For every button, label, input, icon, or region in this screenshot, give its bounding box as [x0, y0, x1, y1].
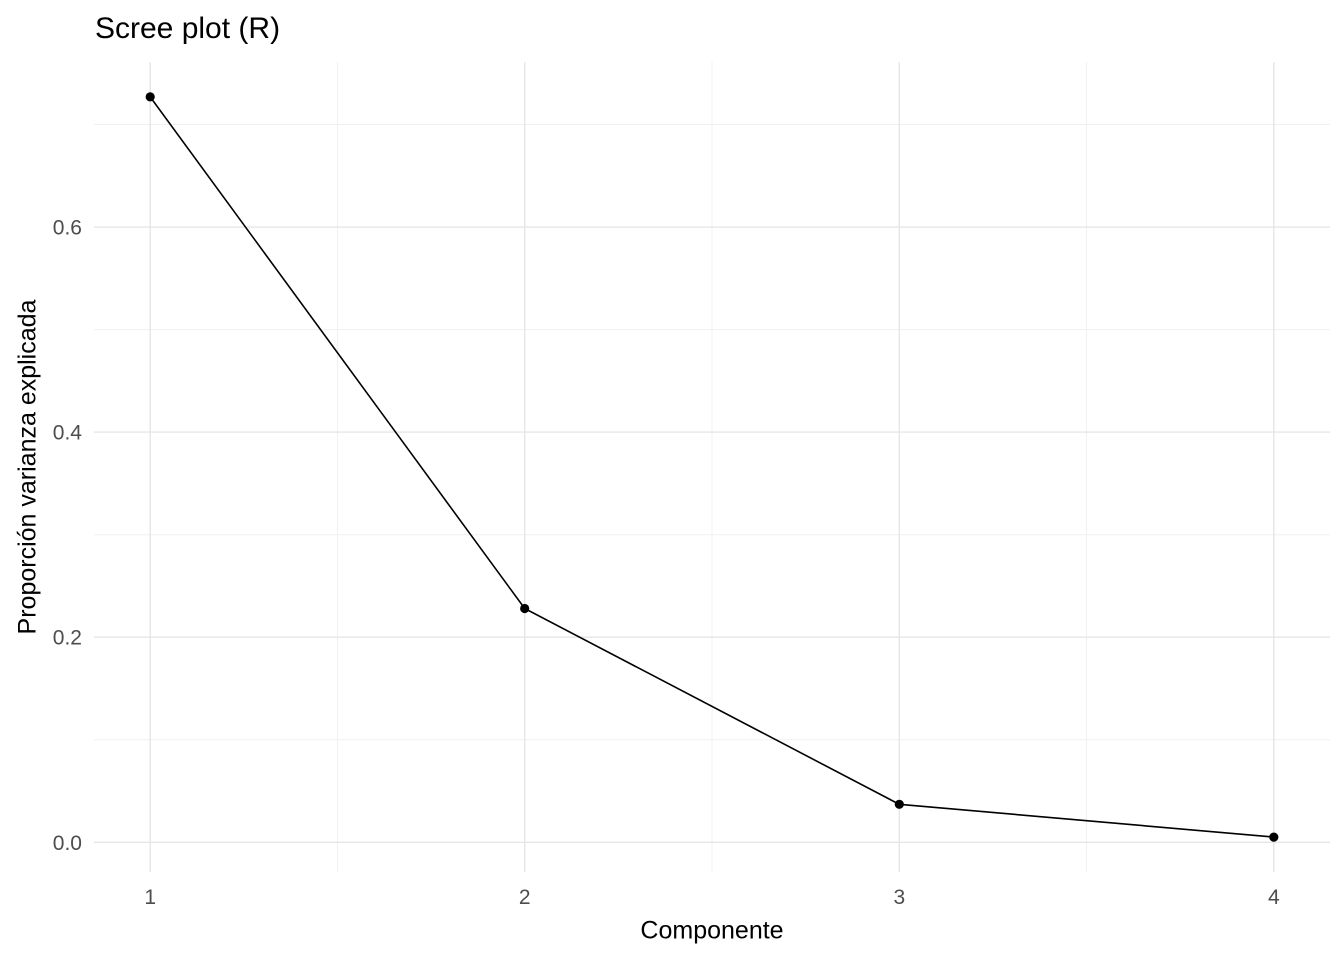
y-tick-label: 0.4	[53, 422, 83, 445]
y-axis-title: Proporción varianza explicada	[13, 299, 42, 635]
data-point	[145, 92, 155, 102]
x-tick-label: 3	[893, 886, 905, 909]
scree-line	[149, 96, 1274, 838]
y-tick-label: 0.2	[53, 627, 82, 650]
x-tick-label: 4	[1268, 886, 1280, 909]
y-tick-label: 0.6	[53, 217, 82, 240]
data-point	[894, 799, 904, 809]
x-tick-label: 2	[519, 886, 531, 909]
data-point	[520, 603, 530, 614]
x-axis-title: Componente	[640, 916, 784, 945]
plot-title: Scree plot (R)	[95, 12, 281, 45]
data-point	[1269, 832, 1279, 842]
y-tick-label: 0.0	[53, 832, 82, 855]
x-tick-label: 1	[144, 886, 156, 909]
